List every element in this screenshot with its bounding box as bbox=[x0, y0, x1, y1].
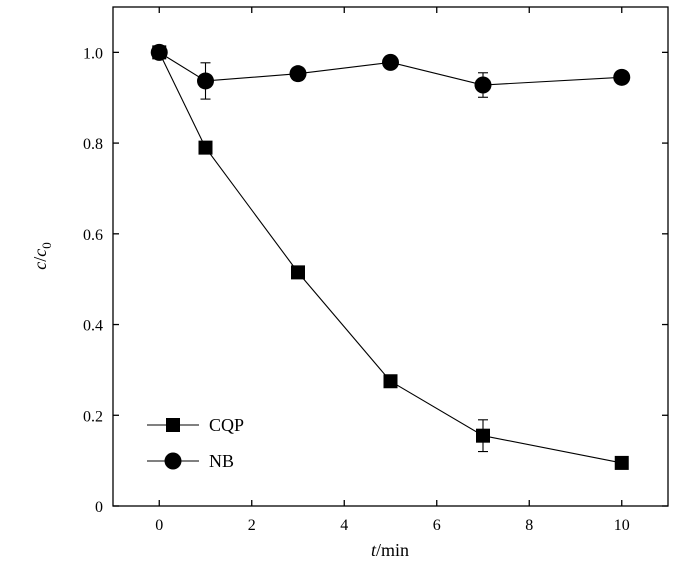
data-point-nb-0 bbox=[150, 43, 168, 61]
x-tick-label-0: 0 bbox=[155, 517, 163, 534]
legend-label-cqp: CQP bbox=[209, 415, 244, 435]
legend-marker-cqp bbox=[166, 418, 180, 432]
series-nb bbox=[150, 43, 631, 100]
x-tick-label-1: 2 bbox=[248, 517, 256, 534]
data-point-nb-2 bbox=[289, 65, 307, 83]
data-point-nb-4 bbox=[474, 76, 492, 94]
y-tick-label-4: 0.8 bbox=[83, 136, 103, 153]
y-axis-label-slash: / bbox=[30, 257, 50, 262]
series-layer bbox=[150, 43, 631, 470]
y-axis-label-subscript: 0 bbox=[39, 242, 54, 249]
y-tick-label-0: 0 bbox=[95, 499, 103, 516]
axis-ticks: 0 2 4 6 8 10 0 0.2 0.4 0.6 0.8 1.0 bbox=[83, 7, 668, 534]
y-axis-label-c0: c bbox=[30, 249, 50, 257]
plot-frame bbox=[112, 6, 669, 507]
legend: CQP NB bbox=[147, 415, 244, 471]
data-point-nb-3 bbox=[382, 53, 399, 71]
data-point-cqp-5 bbox=[614, 455, 629, 470]
y-axis-label-c: c bbox=[30, 262, 50, 270]
legend-marker-nb bbox=[164, 452, 182, 470]
y-axis-label: c/c0 bbox=[30, 242, 54, 270]
series-line-nb bbox=[158, 51, 622, 86]
x-tick-label-5: 10 bbox=[614, 517, 630, 534]
x-tick-label-3: 6 bbox=[433, 517, 441, 534]
x-axis-label: t/min bbox=[371, 540, 409, 560]
data-point-cqp-3 bbox=[383, 374, 398, 389]
data-point-nb-5 bbox=[613, 68, 631, 86]
series-line-cqp bbox=[158, 52, 622, 464]
x-tick-label-2: 4 bbox=[340, 517, 348, 534]
y-tick-label-2: 0.4 bbox=[83, 318, 103, 335]
x-tick-label-4: 8 bbox=[525, 517, 533, 534]
y-tick-label-3: 0.6 bbox=[83, 227, 103, 244]
x-axis-label-unit: /min bbox=[376, 540, 409, 560]
y-tick-label-1: 0.2 bbox=[83, 408, 103, 425]
data-point-cqp-4 bbox=[476, 428, 490, 443]
series-cqp bbox=[152, 45, 629, 470]
data-point-cqp-1 bbox=[198, 140, 213, 155]
legend-label-nb: NB bbox=[209, 451, 234, 471]
data-point-nb-1 bbox=[197, 72, 214, 90]
y-tick-label-5: 1.0 bbox=[83, 45, 103, 62]
x-axis-label-italic: t bbox=[371, 540, 377, 560]
data-point-cqp-2 bbox=[291, 265, 305, 280]
